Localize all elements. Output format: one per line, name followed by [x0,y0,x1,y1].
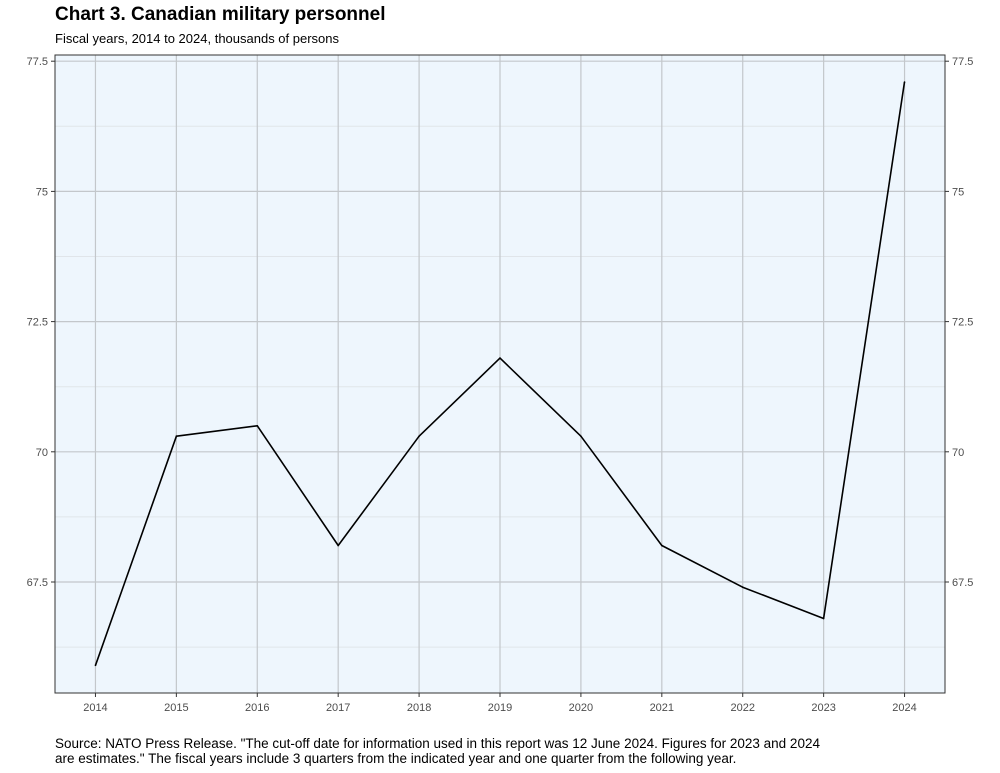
data-point [499,357,501,359]
y-tick-label-right: 67.5 [952,577,973,589]
x-tick-label: 2019 [488,702,512,714]
y-tick-label-left: 77.5 [27,56,48,68]
data-point [822,617,825,620]
chart-title: Chart 3. Canadian military personnel [55,4,386,25]
x-tick-label: 2015 [164,702,188,714]
source-note-line-2: are estimates." The fiscal years include… [55,751,737,766]
data-point [418,435,420,437]
x-tick-label: 2014 [83,702,107,714]
x-tick-label: 2020 [569,702,593,714]
data-point [580,435,582,437]
x-tick-label: 2022 [730,702,754,714]
x-tick-label: 2016 [245,702,269,714]
y-tick-label-right: 70 [952,447,964,459]
y-tick-label-left: 72.5 [27,317,48,329]
data-point [337,544,339,547]
data-point [741,586,744,589]
plot-frame [54,54,946,694]
y-tick-label-right: 77.5 [952,56,973,68]
x-tick-label: 2024 [892,702,916,714]
x-tick-label: 2021 [650,702,674,714]
y-tick-label-right: 72.5 [952,317,973,329]
data-point [903,81,906,83]
y-tick-label-left: 70 [36,447,48,459]
y-tick-label-left: 67.5 [27,577,48,589]
data-point [94,664,97,667]
source-note-line-1: Source: NATO Press Release. "The cut-off… [55,736,820,751]
data-point [256,424,259,427]
source-note: Source: NATO Press Release. "The cut-off… [55,736,935,766]
y-tick-label-right: 75 [952,186,964,198]
chart-subtitle: Fiscal years, 2014 to 2024, thousands of… [55,31,340,46]
x-tick-label: 2018 [407,702,431,714]
data-point [661,544,663,547]
data-point [175,435,178,437]
y-tick-label-left: 75 [36,186,48,198]
x-tick-label: 2017 [326,702,350,714]
x-tick-label: 2023 [811,702,835,714]
